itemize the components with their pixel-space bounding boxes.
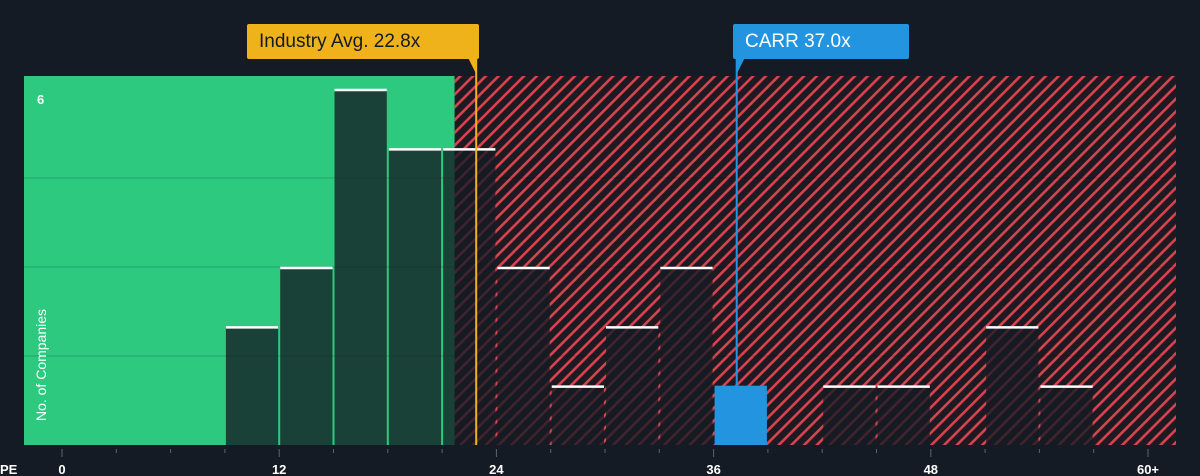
- histogram-bar: [443, 148, 496, 446]
- histogram-bar: [225, 326, 279, 445]
- histogram-bar: [660, 267, 713, 445]
- company-pe-callout: CARR 37.0x: [733, 24, 909, 59]
- histogram-bar: [1040, 385, 1093, 445]
- histogram-bar: [823, 385, 876, 445]
- histogram-bar: [280, 267, 333, 445]
- above-average-zone: [454, 76, 1176, 445]
- histogram-bar: [877, 385, 930, 445]
- company-bar: [714, 385, 767, 445]
- x-tick-label: 0: [58, 462, 65, 476]
- industry-callout-pointer: [468, 58, 477, 74]
- x-tick-label: 60+: [1137, 462, 1159, 476]
- histogram-bar: [606, 326, 659, 445]
- x-tick-label: 36: [706, 462, 720, 476]
- histogram-bar: [388, 148, 442, 446]
- y-tick-label: 6: [37, 92, 44, 107]
- industry-average-callout: Industry Avg. 22.8x: [247, 24, 479, 59]
- x-tick-label: 12: [272, 462, 286, 476]
- histogram-bar: [551, 385, 604, 445]
- y-axis-label: No. of Companies: [33, 309, 49, 421]
- histogram-bar: [497, 267, 550, 445]
- x-axis-title: PE: [0, 462, 18, 476]
- x-tick-label: 24: [489, 462, 504, 476]
- company-callout-pointer: [736, 58, 745, 74]
- histogram-bar: [986, 326, 1039, 445]
- histogram-bar: [334, 89, 387, 445]
- x-tick-label: 48: [924, 462, 938, 476]
